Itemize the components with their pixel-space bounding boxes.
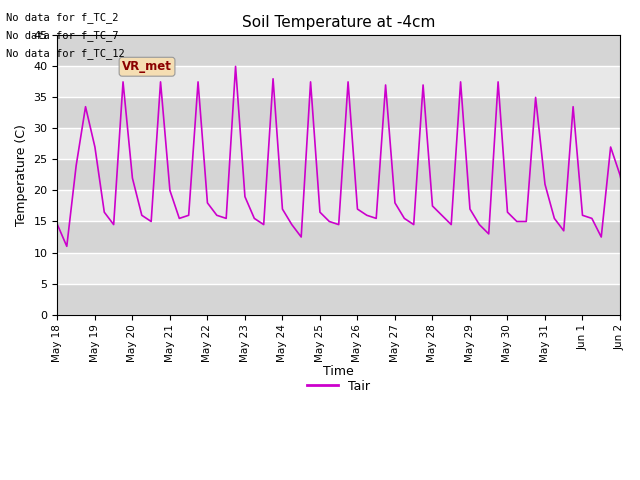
Bar (58, 97, 620, 129)
Bar (58, 159, 620, 191)
Text: No data for f_TC_2: No data for f_TC_2 (6, 12, 119, 23)
Bar (58, 36, 620, 66)
Bar (58, 284, 620, 314)
Title: Soil Temperature at -4cm: Soil Temperature at -4cm (242, 15, 435, 30)
Y-axis label: Temperature (C): Temperature (C) (15, 124, 28, 226)
Bar (58, 221, 620, 252)
X-axis label: Time: Time (323, 365, 354, 378)
Legend: Tair: Tair (302, 375, 375, 398)
Text: VR_met: VR_met (122, 60, 172, 73)
Text: No data for f_TC_7: No data for f_TC_7 (6, 30, 119, 41)
Text: No data for f_TC_12: No data for f_TC_12 (6, 48, 125, 60)
